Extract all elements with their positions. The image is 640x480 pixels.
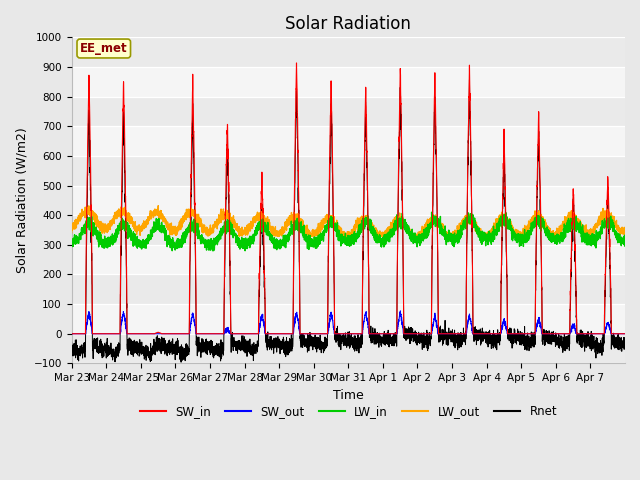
Bar xyxy=(72,215,625,245)
Text: EE_met: EE_met xyxy=(80,42,127,55)
Bar xyxy=(72,156,625,186)
Title: Solar Radiation: Solar Radiation xyxy=(285,15,412,33)
X-axis label: Time: Time xyxy=(333,389,364,402)
Bar xyxy=(72,37,625,67)
Bar xyxy=(72,334,625,363)
Y-axis label: Solar Radiation (W/m2): Solar Radiation (W/m2) xyxy=(15,128,28,273)
Bar xyxy=(72,275,625,304)
Bar xyxy=(72,96,625,126)
Legend: SW_in, SW_out, LW_in, LW_out, Rnet: SW_in, SW_out, LW_in, LW_out, Rnet xyxy=(135,400,562,423)
